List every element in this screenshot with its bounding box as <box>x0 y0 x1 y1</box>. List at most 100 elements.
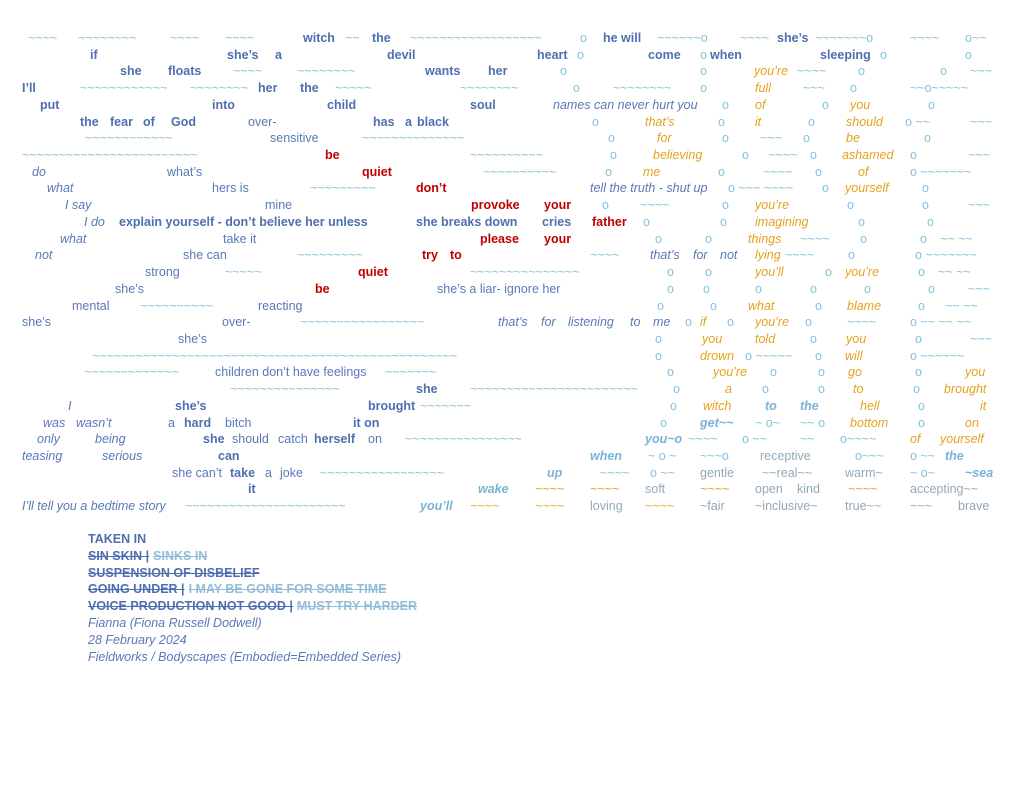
poem-fragment: she’s <box>22 315 51 330</box>
poem-fragment: God <box>171 114 196 129</box>
poem-fragment: please <box>480 231 519 246</box>
poem-fragment: put <box>40 97 60 112</box>
poem-fragment: ~~~~~~~~~~~~ <box>85 131 173 146</box>
poem-fragment: o <box>918 398 925 413</box>
poem-fragment: o ~~~~~~~ <box>915 248 977 263</box>
poem-fragment: only <box>37 432 60 447</box>
poem-fragment: o <box>655 231 662 246</box>
poem-fragment: ~~~~~~~~~ <box>310 181 376 196</box>
poem-fragment: o <box>762 382 769 397</box>
poem-fragment: ~~ <box>345 31 360 45</box>
poem-fragment: o <box>803 131 810 146</box>
poem-fragment: ~~~~~~~~~~~~~~~~~~~~~~~~ <box>22 148 198 163</box>
poem-fragment: o <box>700 64 707 79</box>
poem-fragment: o <box>580 31 587 45</box>
poem-fragment: she’s <box>777 31 809 45</box>
poem-fragment: o <box>847 198 854 213</box>
poem-fragment: o <box>822 97 829 112</box>
poem-fragment: that’s <box>645 114 675 129</box>
poem-fragment: o~~~ <box>855 449 884 463</box>
poem-fragment: believing <box>653 148 703 163</box>
poem-fragment: ~~~~~~~~~~~~~~~~~~ <box>410 31 542 45</box>
poem-fragment: strong <box>145 265 180 280</box>
poem-fragment: a <box>275 47 282 62</box>
poem-fragment: ~~~~~~~~ <box>613 81 672 96</box>
poem-fragment: ~~~~ <box>470 499 500 514</box>
poem-fragment: ashamed <box>842 148 894 163</box>
footer-series: Fieldworks / Bodyscapes (Embodied=Embedd… <box>88 649 402 664</box>
poem-fragment: gentle <box>700 465 735 480</box>
poem-fragment: warm~ <box>845 465 883 480</box>
poem-fragment: o~~~~ <box>840 432 877 447</box>
poem-fragment: ~~~ <box>968 148 990 163</box>
poem-fragment: I do <box>84 214 105 229</box>
poem-fragment: her <box>258 81 278 96</box>
poem-fragment: o <box>705 265 712 280</box>
poem-fragment: ~~~~~~~~ <box>190 81 249 96</box>
poem-fragment: she <box>120 64 142 79</box>
poem-fragment: herself <box>314 432 355 447</box>
poem-fragment: catch <box>278 432 308 447</box>
poem-fragment: ~~~ <box>803 81 825 96</box>
poem-fragment: bitch <box>225 415 252 430</box>
poem-fragment: o~~ <box>965 31 987 45</box>
poem-fragment: o <box>918 415 925 430</box>
poem-fragment: o <box>815 298 822 313</box>
poem-fragment: ~~~~ <box>700 482 730 497</box>
poem-fragment: o <box>727 315 734 330</box>
poem-fragment: drown <box>700 348 735 363</box>
poem-fragment: true~~ <box>845 499 882 514</box>
poem-fragment: ~~ o <box>800 415 826 430</box>
poem-fragment: o <box>880 47 887 62</box>
poem-fragment: your <box>544 198 572 213</box>
poem-fragment: of <box>910 432 921 447</box>
poem-fragment: o ~~~ ~~~~ <box>728 181 793 196</box>
poem-fragment: on <box>965 415 979 430</box>
poem-fragment: o <box>720 214 727 229</box>
poem-fragment: you’re <box>754 64 789 79</box>
poem-fragment: I say <box>65 198 92 213</box>
poem-fragment: loving <box>590 499 623 514</box>
poem-fragment: to <box>765 398 777 413</box>
poem-fragment: o <box>705 231 712 246</box>
poem-fragment: ~~~~~~~~~~~~ <box>80 81 168 96</box>
poem-fragment: o <box>918 265 925 280</box>
poem-fragment: to <box>450 248 462 263</box>
poem-fragment: it <box>980 398 987 413</box>
poem-fragment: o <box>810 331 817 346</box>
poem-fragment: o <box>657 298 664 313</box>
poem-fragment: black <box>417 114 449 129</box>
poem-fragment: she <box>203 432 225 447</box>
poem-fragment: o ~~ ~~ ~~ <box>910 315 972 330</box>
footer-title: TAKEN IN <box>88 532 147 546</box>
poem-fragment: open <box>755 482 783 497</box>
struck-aside: MUST TRY HARDER <box>296 599 418 614</box>
poem-fragment: that’s <box>650 248 680 263</box>
poem-fragment: teasing <box>22 449 63 463</box>
poem-fragment: o <box>850 81 857 96</box>
poem-fragment: o <box>858 64 865 79</box>
poem-fragment: ~~ <box>800 432 815 447</box>
struck-aside: I MAY BE GONE FOR SOME TIME <box>188 582 387 597</box>
poem-fragment: ~~~~~~~ <box>385 365 437 380</box>
poem-fragment: o <box>700 47 707 62</box>
poem-fragment: devil <box>387 47 416 62</box>
poem-fragment: o <box>742 148 749 163</box>
poem-fragment: o <box>718 114 725 129</box>
poem-fragment: not <box>720 248 738 263</box>
poem-fragment: o <box>860 231 867 246</box>
poem-fragment: kind <box>797 482 820 497</box>
poem-fragment: over- <box>222 315 251 330</box>
poem-fragment: ~~~~~~~o <box>815 31 874 45</box>
poem-fragment: be <box>315 281 330 296</box>
poem-fragment: should <box>232 432 269 447</box>
poem-fragment: ~~~ <box>760 131 782 146</box>
poem-fragment: o <box>655 331 662 346</box>
poem-fragment: ~~~o <box>700 449 729 463</box>
poem-fragment: floats <box>168 64 202 79</box>
poem-fragment: can <box>218 449 240 463</box>
poem-fragment: it on <box>353 415 380 430</box>
poem-fragment: the <box>372 31 391 45</box>
poem-fragment: ~~~~ <box>800 231 830 246</box>
